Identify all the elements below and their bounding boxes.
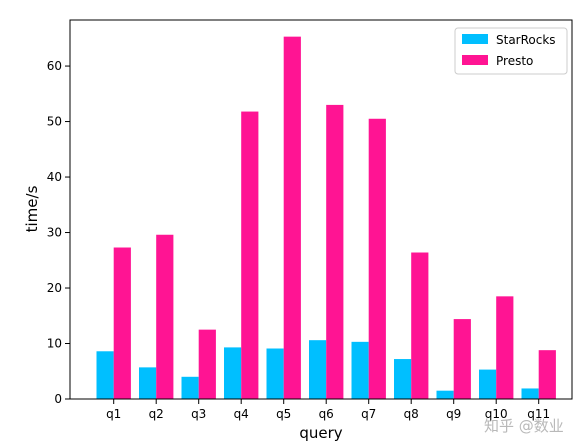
bar-presto-q5 — [283, 36, 301, 400]
x-tick-label-q2: q2 — [149, 407, 164, 421]
bar-presto-q1 — [113, 247, 131, 399]
bars-group — [96, 36, 556, 400]
y-tick-label: 40 — [47, 170, 62, 184]
y-tick-label: 10 — [47, 337, 62, 351]
y-tick-label: 30 — [47, 226, 62, 240]
y-axis-ticks: 0 10 20 30 40 50 60 — [47, 59, 70, 406]
bar-starrocks-q5 — [266, 348, 284, 399]
bar-starrocks-q10 — [479, 369, 497, 399]
x-axis-ticks: q1 q2 q3 q4 q5 q6 q7 q8 q9 q10 q11 — [106, 399, 550, 421]
plot-background — [70, 20, 572, 399]
legend-swatch-starrocks — [462, 34, 488, 44]
bar-starrocks-q8 — [394, 359, 412, 399]
bar-presto-q3 — [198, 329, 216, 399]
legend: StarRocks Presto — [454, 27, 568, 75]
bar-presto-q11 — [538, 350, 556, 399]
x-tick-label-q10: q10 — [485, 407, 508, 421]
bar-starrocks-q9 — [436, 390, 454, 399]
y-tick-label: 0 — [54, 392, 62, 406]
x-tick-label-q5: q5 — [276, 407, 291, 421]
y-tick-label: 60 — [47, 59, 62, 73]
y-tick-label: 20 — [47, 281, 62, 295]
bar-presto-q6 — [326, 104, 344, 400]
plot-frame — [69, 19, 573, 400]
bar-presto-q8 — [411, 252, 429, 399]
x-tick-label-q3: q3 — [191, 407, 206, 421]
legend-label-presto: Presto — [496, 54, 533, 68]
bar-starrocks-q4 — [224, 347, 242, 399]
bar-starrocks-q2 — [139, 367, 157, 399]
watermark: 知乎 @数业 — [484, 417, 564, 435]
x-axis-label: query — [299, 424, 342, 442]
bar-starrocks-q11 — [521, 388, 539, 399]
legend-swatch-presto — [462, 55, 488, 65]
x-tick-label-q7: q7 — [361, 407, 376, 421]
x-tick-label-q6: q6 — [319, 407, 334, 421]
bar-presto-q4 — [241, 111, 259, 399]
bar-starrocks-q3 — [181, 376, 199, 399]
bar-starrocks-q7 — [351, 341, 369, 399]
bar-starrocks-q1 — [96, 351, 114, 399]
bar-presto-q2 — [156, 234, 174, 399]
x-tick-label-q11: q11 — [527, 407, 550, 421]
y-tick-label: 50 — [47, 115, 62, 129]
x-tick-label-q8: q8 — [404, 407, 419, 421]
x-tick-label-q4: q4 — [234, 407, 249, 421]
bar-presto-q7 — [368, 118, 386, 400]
x-tick-label-q1: q1 — [106, 407, 121, 421]
x-tick-label-q9: q9 — [446, 407, 461, 421]
bar-presto-q9 — [453, 319, 471, 399]
bar-presto-q10 — [496, 296, 514, 399]
bar-starrocks-q6 — [309, 340, 327, 399]
y-axis-label: time/s — [23, 185, 41, 232]
legend-label-starrocks: StarRocks — [496, 33, 556, 47]
